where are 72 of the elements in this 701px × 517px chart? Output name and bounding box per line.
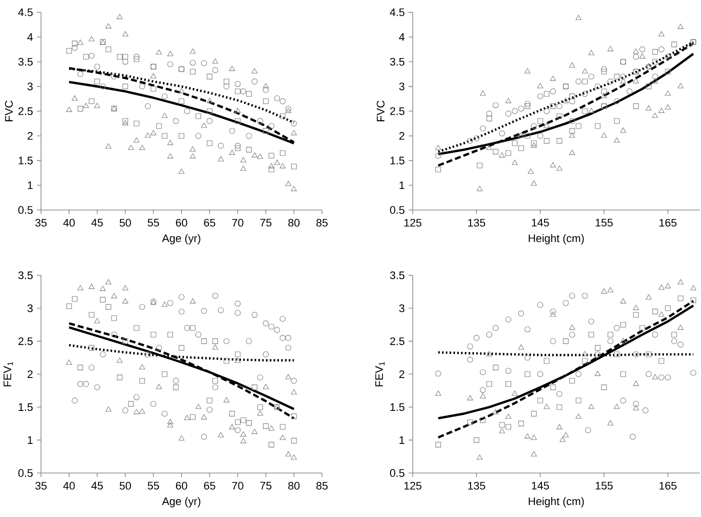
y-axis-title: FEV$_{1}$ bbox=[375, 362, 385, 386]
y-tick-label: 2.5 bbox=[18, 337, 33, 346]
y-tick-label: 1 bbox=[400, 182, 404, 190]
y-tick-label: 0.5 bbox=[18, 206, 33, 214]
x-tick-label: 135 bbox=[468, 482, 486, 490]
y-tick-label: 4.5 bbox=[18, 8, 33, 16]
x-tick-label: 125 bbox=[404, 218, 422, 227]
x-tick-label: 35 bbox=[35, 482, 47, 490]
x-tick-label: 155 bbox=[596, 482, 613, 490]
y-tick-label: 1.5 bbox=[18, 156, 33, 164]
x-tick-label: 65 bbox=[204, 218, 216, 227]
x-tick-label: 70 bbox=[232, 218, 244, 227]
x-tick-label: 45 bbox=[91, 218, 103, 226]
x-tick-label: 50 bbox=[120, 482, 131, 490]
y-axis-title: FVC bbox=[5, 100, 13, 122]
y-tick-label: 2 bbox=[28, 132, 33, 140]
x-tick-label: 70 bbox=[232, 482, 244, 490]
x-tick-label: 65 bbox=[204, 482, 216, 490]
y-tick-label: 3.5 bbox=[18, 271, 33, 280]
x-tick-label: 85 bbox=[316, 482, 328, 490]
y-tick-label: 1.5 bbox=[390, 156, 404, 164]
x-tick-label: 55 bbox=[148, 482, 160, 490]
y-tick-label: 3 bbox=[399, 82, 404, 90]
y-tick-label: 2 bbox=[399, 132, 404, 140]
x-axis-title: Age (yr) bbox=[162, 497, 200, 508]
y-tick-label: 4 bbox=[27, 33, 33, 41]
y-tick-label: 0.5 bbox=[390, 469, 404, 477]
x-tick-label: 80 bbox=[288, 218, 300, 227]
x-tick-label: 85 bbox=[316, 218, 328, 227]
x-tick-label: 125 bbox=[404, 482, 422, 490]
y-tick-label: 1 bbox=[28, 436, 33, 444]
x-tick-label: 75 bbox=[260, 482, 272, 490]
x-tick-label: 45 bbox=[91, 482, 103, 490]
y-tick-label: 3.5 bbox=[390, 271, 404, 280]
x-tick-label: 165 bbox=[660, 482, 676, 490]
y-axis-title: FVC bbox=[376, 100, 385, 122]
y-tick-label: 2.5 bbox=[390, 337, 404, 346]
x-tick-label: 40 bbox=[63, 482, 75, 490]
x-tick-label: 55 bbox=[148, 218, 160, 226]
x-axis-title: Age (yr) bbox=[162, 234, 200, 244]
x-tick-label: 75 bbox=[260, 218, 272, 226]
y-tick-label: 4 bbox=[399, 33, 405, 41]
x-tick-label: 145 bbox=[532, 218, 549, 226]
y-tick-label: 2.5 bbox=[18, 107, 33, 116]
y-tick-label: 3.5 bbox=[390, 58, 404, 66]
x-tick-label: 155 bbox=[596, 218, 613, 226]
x-tick-label: 165 bbox=[660, 218, 676, 227]
x-tick-label: 60 bbox=[176, 482, 188, 490]
x-axis-title: Height (cm) bbox=[528, 234, 584, 244]
y-tick-label: 1.5 bbox=[18, 403, 33, 411]
y-tick-label: 1 bbox=[28, 182, 33, 190]
x-tick-label: 35 bbox=[35, 218, 47, 227]
y-tick-label: 3 bbox=[399, 304, 404, 312]
y-tick-label: 3 bbox=[27, 304, 33, 312]
x-tick-label: 80 bbox=[288, 482, 300, 490]
y-tick-label: 0.5 bbox=[18, 469, 33, 477]
x-axis-title: Height (cm) bbox=[528, 497, 584, 508]
y-tick-label: 0.5 bbox=[390, 206, 404, 214]
y-tick-label: 3 bbox=[27, 82, 33, 90]
x-tick-label: 60 bbox=[176, 218, 188, 227]
y-tick-label: 4.5 bbox=[390, 8, 404, 16]
x-tick-label: 135 bbox=[468, 218, 486, 227]
y-tick-label: 1 bbox=[400, 436, 404, 444]
y-axis-title: FEV$_{1}$ bbox=[4, 362, 13, 386]
y-tick-label: 1.5 bbox=[390, 403, 404, 411]
y-tick-label: 2 bbox=[28, 370, 33, 378]
y-tick-label: 3.5 bbox=[18, 58, 33, 66]
x-tick-label: 40 bbox=[63, 218, 75, 227]
x-tick-label: 145 bbox=[532, 482, 549, 490]
y-tick-label: 2 bbox=[399, 370, 404, 378]
y-tick-label: 2.5 bbox=[390, 107, 404, 116]
x-tick-label: 50 bbox=[120, 218, 131, 227]
